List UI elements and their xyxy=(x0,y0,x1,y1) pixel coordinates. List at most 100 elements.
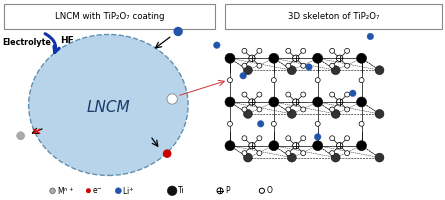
Circle shape xyxy=(306,64,312,70)
Circle shape xyxy=(301,63,306,68)
Ellipse shape xyxy=(28,34,188,175)
Text: O: O xyxy=(267,186,273,195)
Circle shape xyxy=(249,99,255,105)
Circle shape xyxy=(301,48,306,53)
Circle shape xyxy=(259,188,264,193)
FancyBboxPatch shape xyxy=(225,4,442,29)
Circle shape xyxy=(330,151,335,156)
Circle shape xyxy=(336,143,343,149)
Circle shape xyxy=(257,107,262,112)
Text: HF: HF xyxy=(61,36,74,45)
Circle shape xyxy=(243,153,252,162)
Circle shape xyxy=(286,48,291,53)
Circle shape xyxy=(167,94,178,104)
Circle shape xyxy=(286,63,291,68)
Circle shape xyxy=(359,78,364,83)
Text: Electrolyte: Electrolyte xyxy=(3,38,52,47)
Circle shape xyxy=(367,33,374,40)
Circle shape xyxy=(313,141,323,151)
Circle shape xyxy=(86,189,91,193)
Circle shape xyxy=(225,141,235,151)
Circle shape xyxy=(315,134,321,140)
Circle shape xyxy=(375,153,384,162)
Circle shape xyxy=(286,136,291,141)
Circle shape xyxy=(287,109,296,118)
Circle shape xyxy=(243,66,252,75)
Circle shape xyxy=(331,109,340,118)
Text: Li$^{+}$: Li$^{+}$ xyxy=(122,185,135,197)
Circle shape xyxy=(313,53,323,63)
Circle shape xyxy=(330,136,335,141)
Circle shape xyxy=(344,92,350,97)
Circle shape xyxy=(301,151,306,156)
Circle shape xyxy=(242,92,247,97)
Circle shape xyxy=(330,107,335,112)
Circle shape xyxy=(227,121,232,126)
Circle shape xyxy=(344,48,350,53)
Circle shape xyxy=(286,92,291,97)
Circle shape xyxy=(115,188,121,194)
Circle shape xyxy=(356,53,367,63)
Circle shape xyxy=(375,66,384,75)
Circle shape xyxy=(167,186,177,196)
Circle shape xyxy=(269,97,279,107)
Circle shape xyxy=(336,99,343,105)
Circle shape xyxy=(16,132,24,140)
Circle shape xyxy=(292,99,299,105)
Text: e$^{-}$: e$^{-}$ xyxy=(92,186,103,196)
Circle shape xyxy=(242,107,247,112)
Circle shape xyxy=(330,92,335,97)
Circle shape xyxy=(257,92,262,97)
Circle shape xyxy=(330,48,335,53)
Circle shape xyxy=(301,136,306,141)
Circle shape xyxy=(292,143,299,149)
Circle shape xyxy=(257,136,262,141)
Circle shape xyxy=(242,63,247,68)
Text: LNCM with TiP₂O₇ coating: LNCM with TiP₂O₇ coating xyxy=(55,12,164,21)
Text: M$^{n+}$: M$^{n+}$ xyxy=(57,185,74,197)
Circle shape xyxy=(257,63,262,68)
Circle shape xyxy=(240,72,247,79)
Circle shape xyxy=(286,151,291,156)
Circle shape xyxy=(214,42,220,48)
Circle shape xyxy=(217,188,223,194)
Circle shape xyxy=(271,78,276,83)
Circle shape xyxy=(287,153,296,162)
Circle shape xyxy=(344,151,350,156)
Circle shape xyxy=(164,150,171,157)
Circle shape xyxy=(174,28,182,35)
Circle shape xyxy=(344,107,350,112)
Circle shape xyxy=(336,55,343,61)
Circle shape xyxy=(349,90,356,97)
Circle shape xyxy=(356,97,367,107)
Circle shape xyxy=(257,121,264,127)
Circle shape xyxy=(249,143,255,149)
Circle shape xyxy=(315,78,320,83)
Circle shape xyxy=(313,97,323,107)
Circle shape xyxy=(269,141,279,151)
Circle shape xyxy=(330,63,335,68)
Text: P: P xyxy=(225,186,230,195)
Circle shape xyxy=(242,136,247,141)
Circle shape xyxy=(249,55,255,61)
Circle shape xyxy=(315,121,320,126)
Circle shape xyxy=(286,107,291,112)
Circle shape xyxy=(301,92,306,97)
Circle shape xyxy=(375,109,384,118)
Circle shape xyxy=(257,151,262,156)
Circle shape xyxy=(225,97,235,107)
Circle shape xyxy=(292,55,299,61)
Circle shape xyxy=(243,109,252,118)
Circle shape xyxy=(331,66,340,75)
Circle shape xyxy=(271,121,276,126)
Circle shape xyxy=(359,121,364,126)
Circle shape xyxy=(344,136,350,141)
Circle shape xyxy=(269,53,279,63)
FancyBboxPatch shape xyxy=(4,4,215,29)
Circle shape xyxy=(301,107,306,112)
Circle shape xyxy=(225,53,235,63)
Text: 3D skeleton of TiP₂O₇: 3D skeleton of TiP₂O₇ xyxy=(288,12,380,21)
Circle shape xyxy=(331,153,340,162)
Circle shape xyxy=(50,188,55,194)
Circle shape xyxy=(242,151,247,156)
